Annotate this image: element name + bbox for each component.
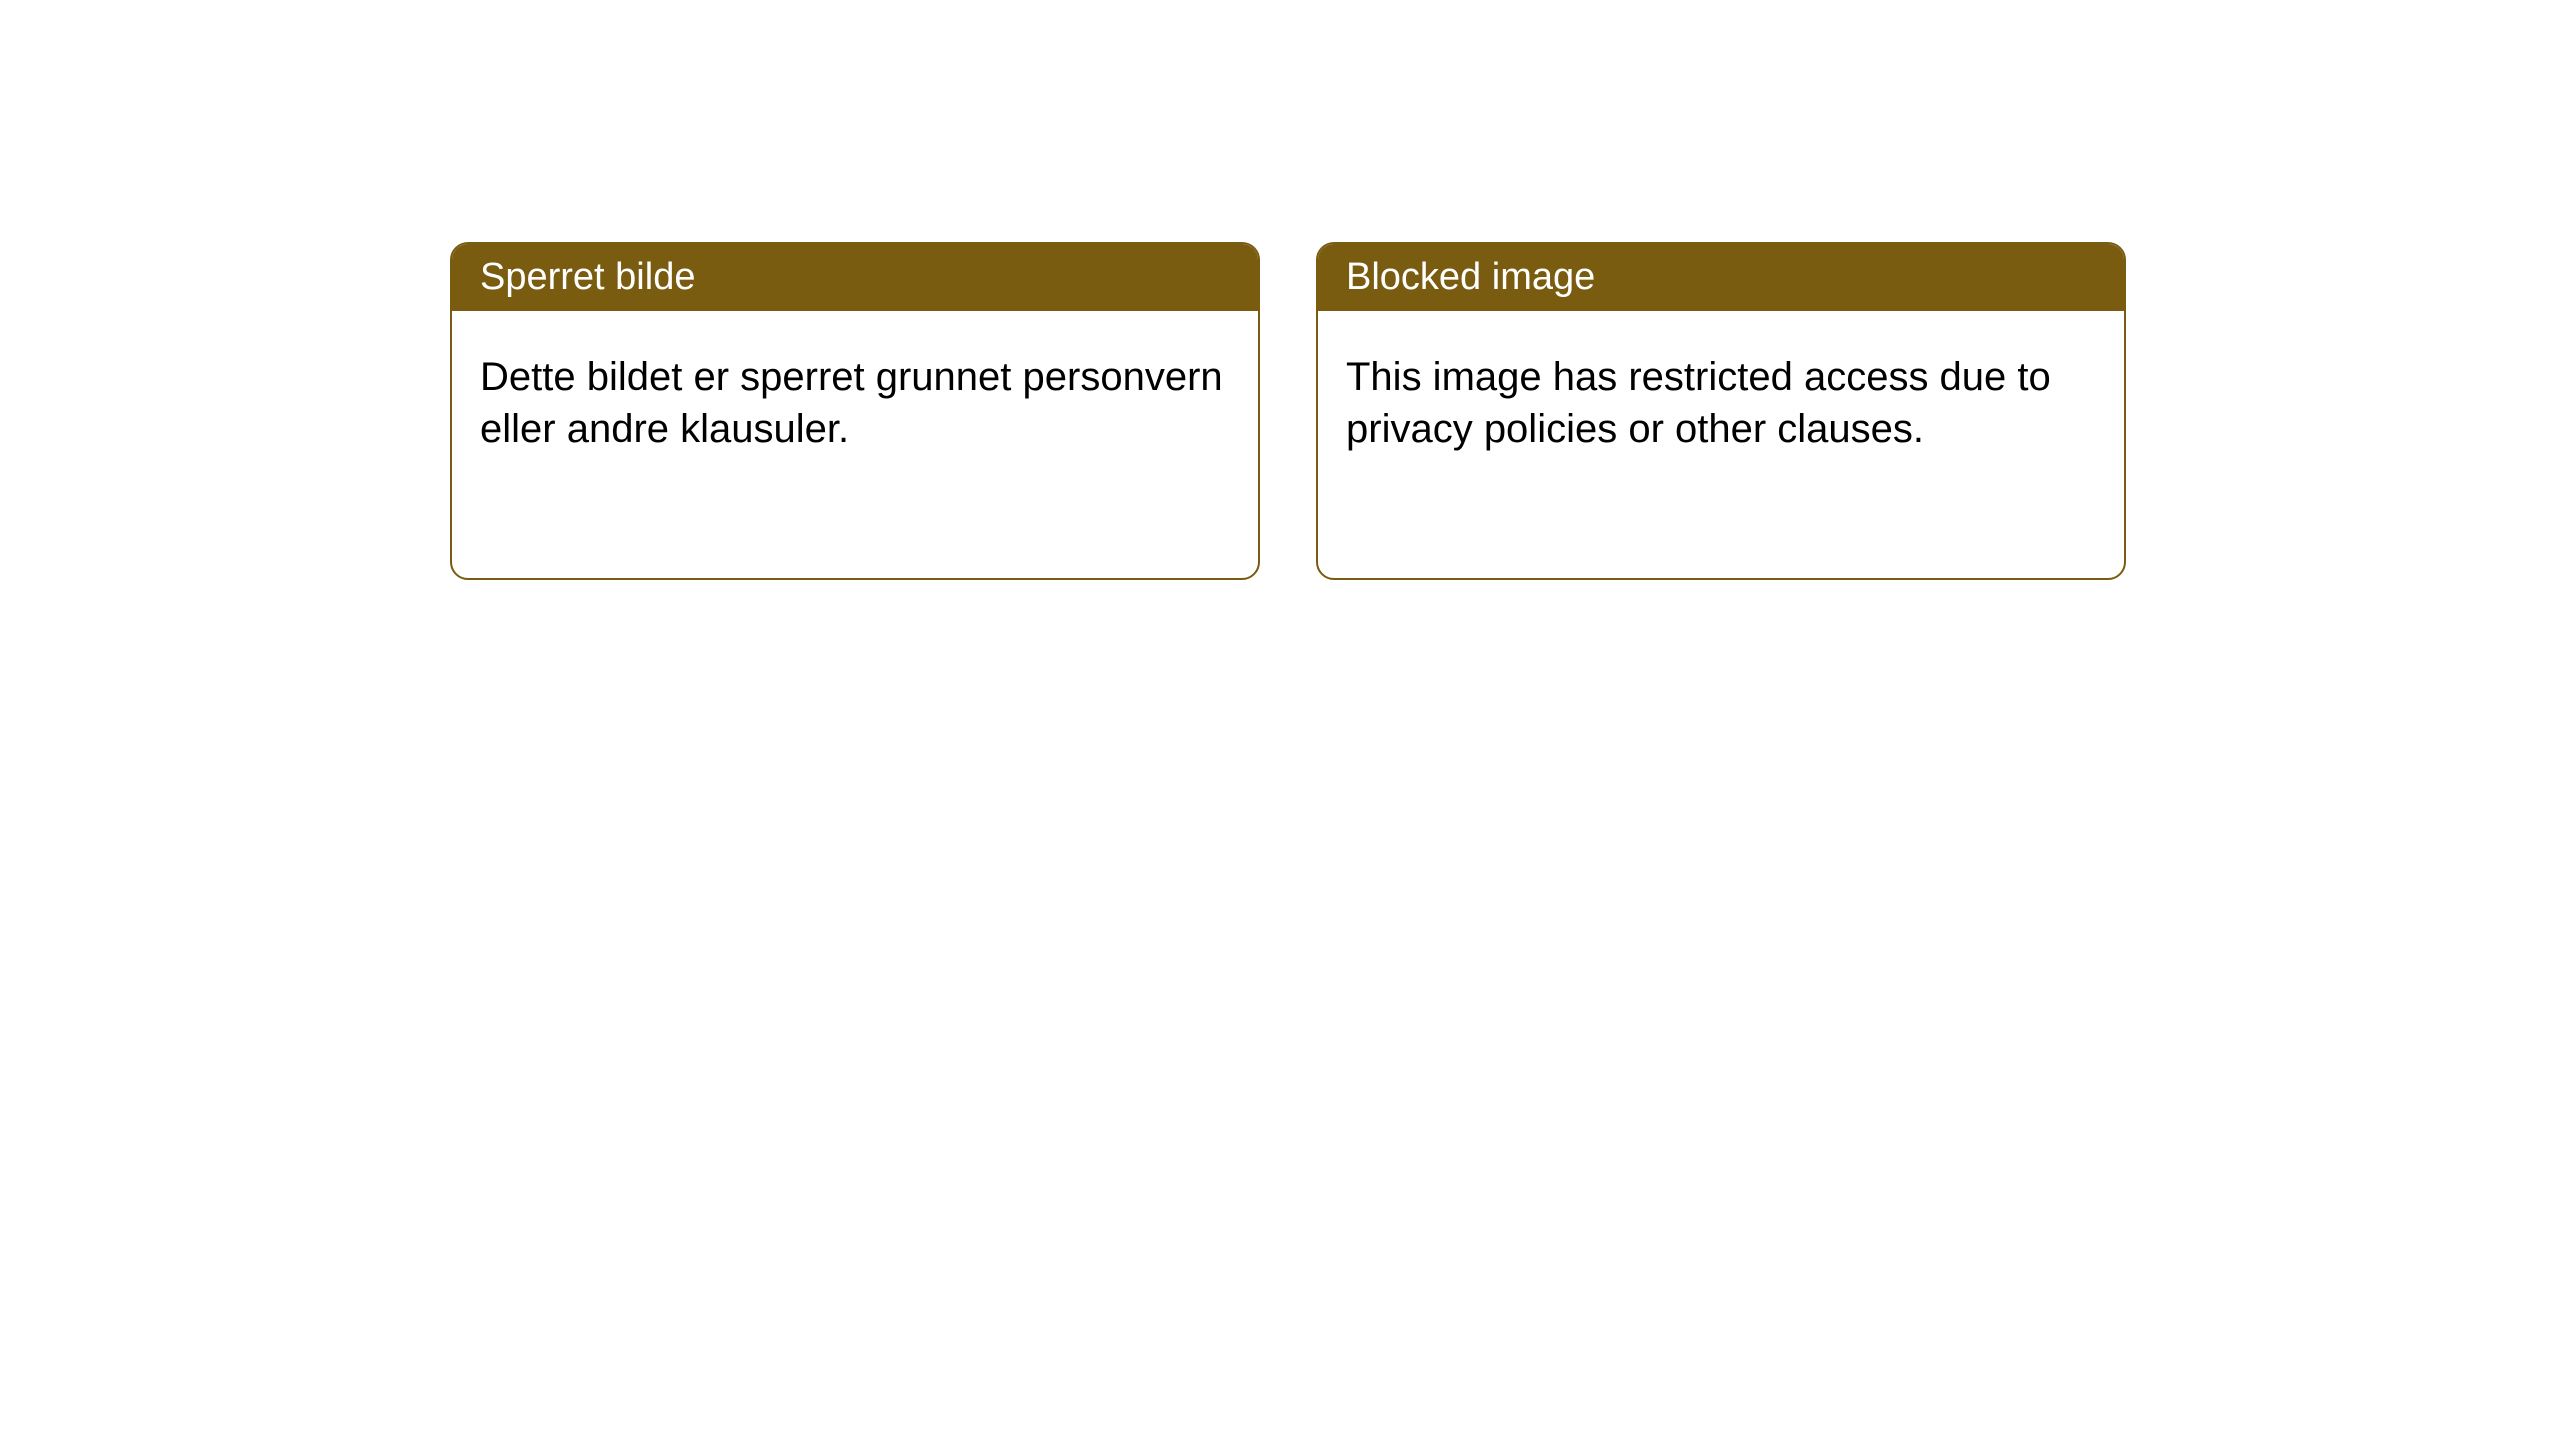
- notice-card-header: Blocked image: [1318, 244, 2124, 311]
- notice-cards-container: Sperret bilde Dette bildet er sperret gr…: [0, 0, 2560, 580]
- notice-card-body: Dette bildet er sperret grunnet personve…: [452, 311, 1258, 495]
- notice-card-header: Sperret bilde: [452, 244, 1258, 311]
- notice-card-body: This image has restricted access due to …: [1318, 311, 2124, 495]
- notice-card-norwegian: Sperret bilde Dette bildet er sperret gr…: [450, 242, 1260, 580]
- notice-card-english: Blocked image This image has restricted …: [1316, 242, 2126, 580]
